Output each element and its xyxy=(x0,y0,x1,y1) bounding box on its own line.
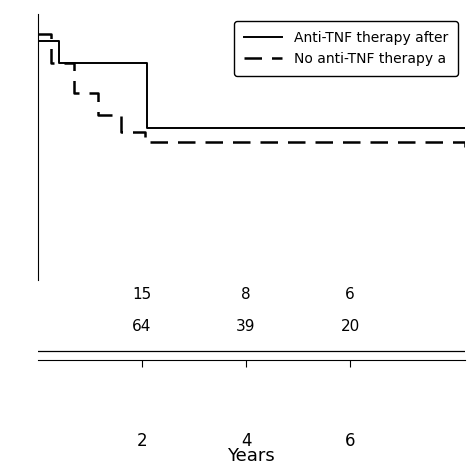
Legend: Anti-TNF therapy after, No anti-TNF therapy a: Anti-TNF therapy after, No anti-TNF ther… xyxy=(234,21,457,75)
Text: 64: 64 xyxy=(132,319,152,334)
Text: 15: 15 xyxy=(132,287,152,302)
Text: Years: Years xyxy=(228,447,275,465)
Text: 6: 6 xyxy=(345,287,355,302)
Text: 20: 20 xyxy=(340,319,360,334)
Text: 39: 39 xyxy=(236,319,256,334)
Text: 8: 8 xyxy=(241,287,251,302)
